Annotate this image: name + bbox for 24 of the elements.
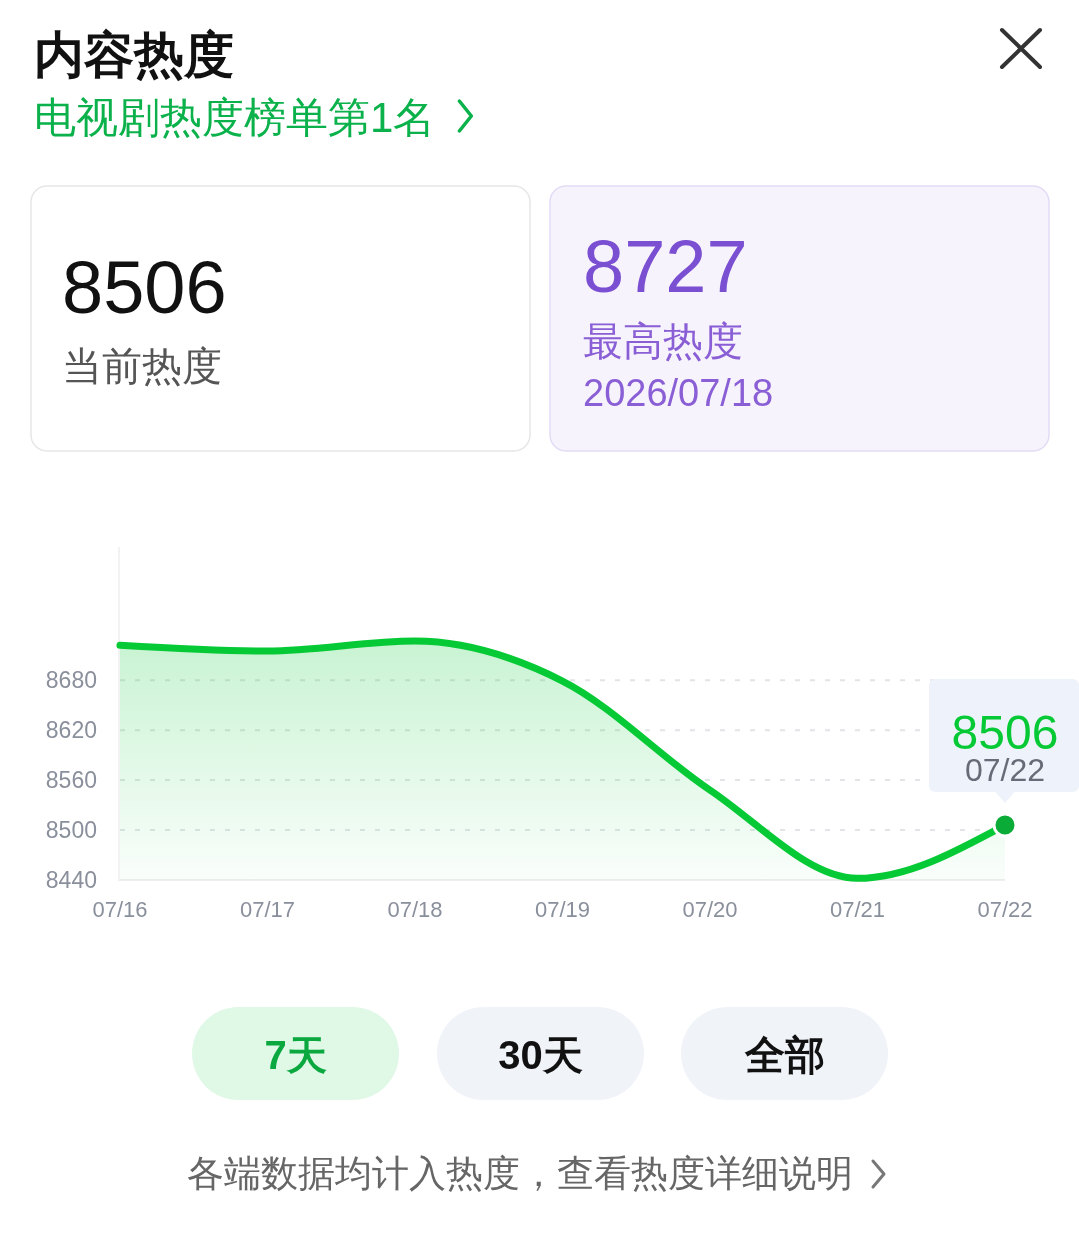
text: 2026/07/18 [583,372,774,414]
y-tick-label: 8680 [45,667,97,694]
y-tick-label: 8500 [45,817,97,844]
text: 8506 [62,246,227,329]
text: 当前热度 [62,344,222,388]
y-tick-label: 8620 [45,717,97,744]
text: 30天 [498,1033,583,1077]
x-tick-label: 07/18 [387,897,443,922]
chart-subtitle: 电视剧热度榜单第1名 [34,94,436,141]
x-tick-label: 07/22 [977,897,1033,922]
text: 8727 [583,225,748,308]
x-tick-label: 07/16 [92,897,148,922]
x-tick-label: 07/21 [829,897,886,922]
y-tick-label: 8560 [45,767,97,794]
chart-title: 内容热度 [34,27,234,83]
x-tick-label: 07/20 [682,897,738,922]
text: 7天 [264,1033,327,1077]
x-tick-label: 07/19 [534,897,591,922]
text: 全部 [743,1033,825,1077]
annotation: 07/22 [964,752,1046,789]
text: 各端数据均计入热度，查看热度详细说明 [187,1153,853,1194]
text: 最高热度 [583,319,743,363]
y-tick-label: 8440 [45,867,97,894]
x-tick-label: 07/17 [239,897,296,922]
